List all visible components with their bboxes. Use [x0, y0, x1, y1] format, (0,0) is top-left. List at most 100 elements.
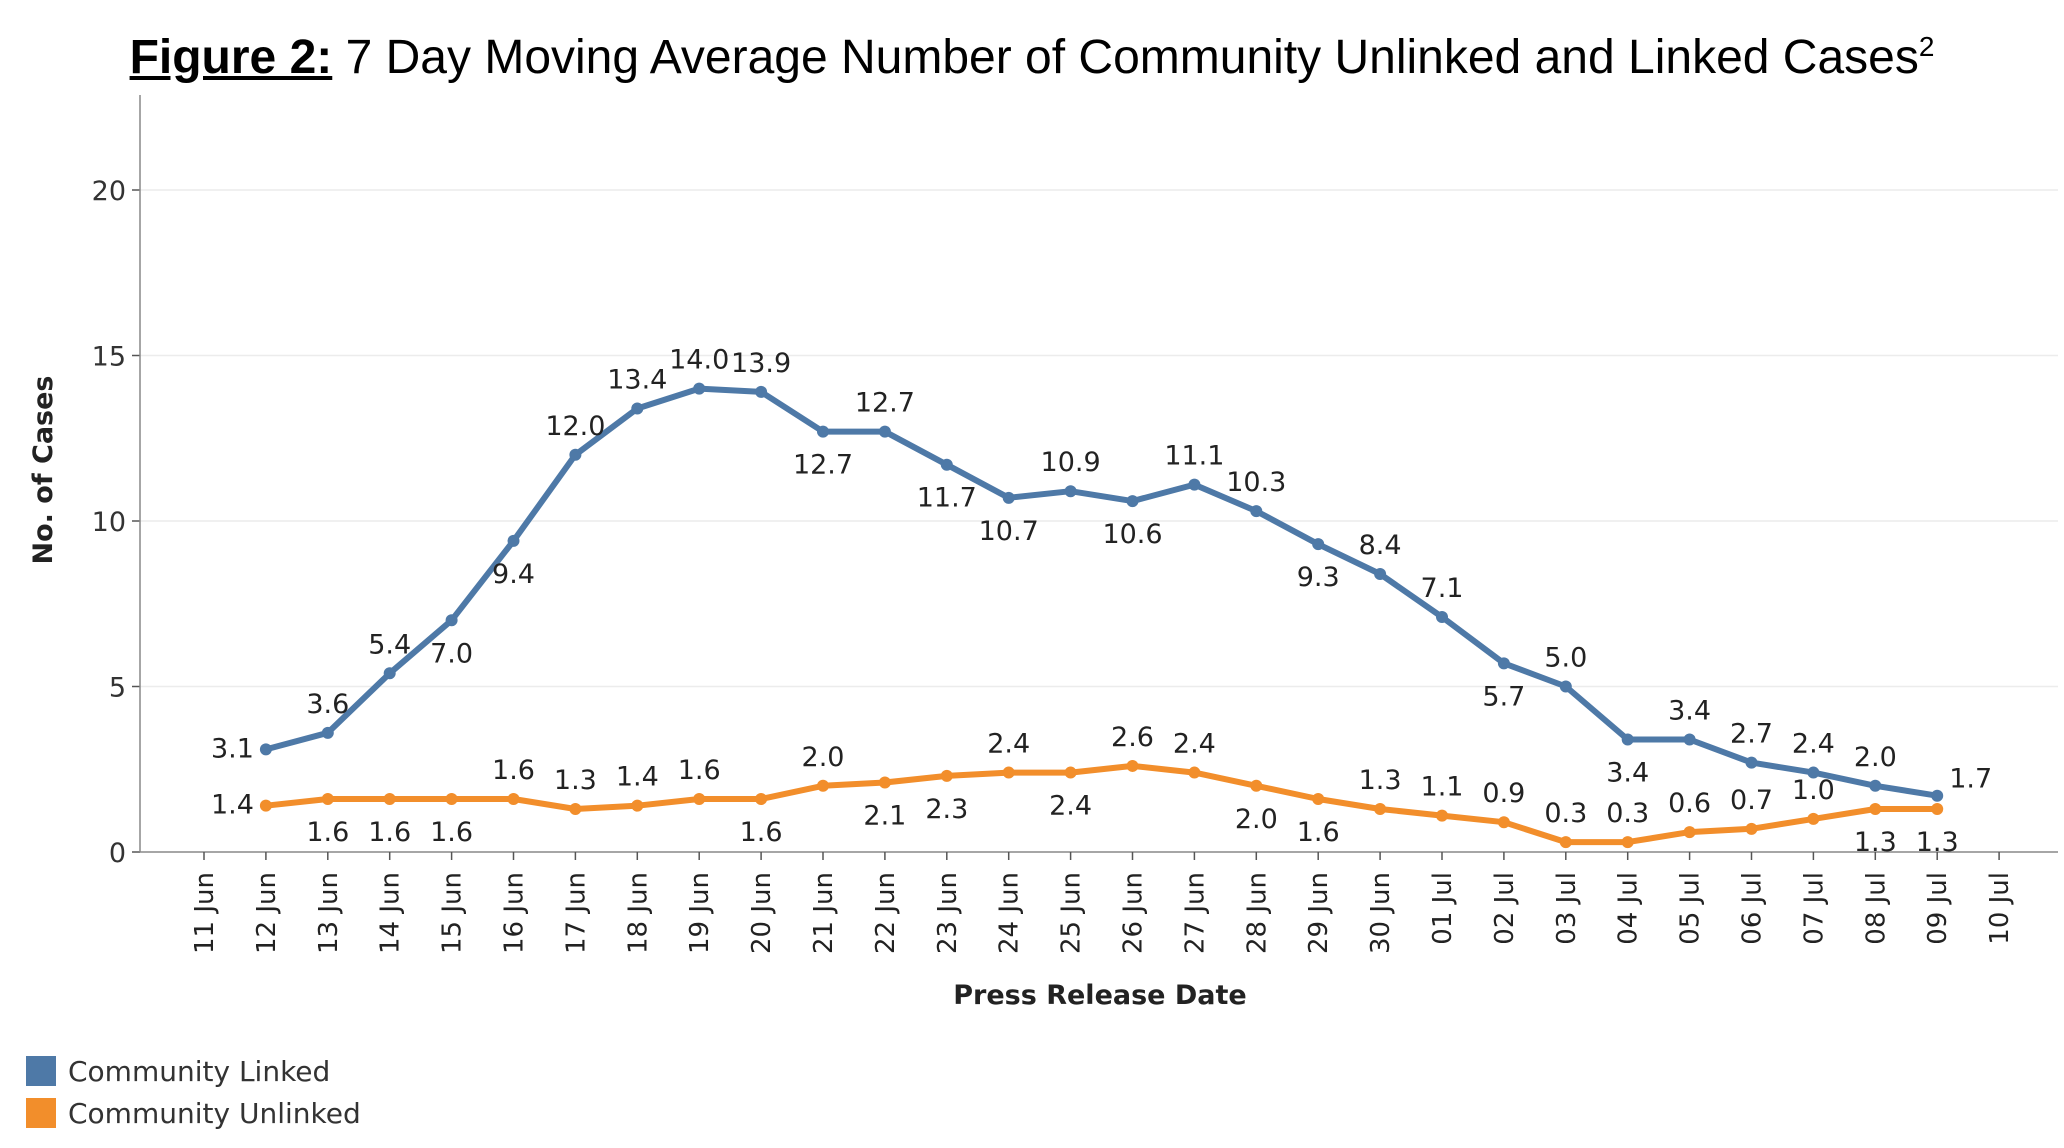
data-point: [383, 667, 396, 680]
data-point: [1374, 802, 1387, 815]
data-point: [1312, 793, 1325, 806]
gridlines: [140, 189, 2058, 688]
series-line-0: [262, 385, 1941, 799]
x-tick-label: 20 Jun: [747, 872, 777, 954]
data-label: 1.3: [1359, 765, 1402, 796]
legend-item-unlinked: Community Unlinked: [26, 1092, 361, 1134]
data-label: 1.4: [616, 762, 659, 793]
data-point: [1621, 733, 1634, 746]
x-tick-label: 23 Jun: [933, 872, 963, 954]
data-point: [507, 793, 520, 806]
x-tick-label: 22 Jun: [871, 872, 901, 954]
legend-label-linked: Community Linked: [68, 1054, 331, 1088]
y-tick-label: 5: [109, 673, 126, 704]
title-superscript: 2: [1918, 31, 1935, 62]
data-point: [445, 614, 458, 627]
data-label: 1.3: [1916, 827, 1959, 858]
data-point: [755, 385, 768, 398]
data-label: 10.3: [1226, 467, 1286, 498]
x-tick-label: 29 Jun: [1304, 872, 1334, 954]
data-label: 2.1: [863, 800, 906, 831]
x-tick-label: 09 Jul: [1923, 872, 1953, 945]
series-line-1: [262, 762, 1941, 846]
data-label: 2.0: [802, 742, 845, 773]
data-point: [1436, 809, 1448, 822]
data-label: 1.4: [211, 790, 254, 821]
data-label: 2.3: [925, 794, 968, 825]
data-label: 10.6: [1102, 519, 1162, 550]
data-point: [1621, 836, 1634, 849]
data-point: [1683, 733, 1696, 746]
data-label: 13.4: [607, 364, 667, 395]
data-label: 7.1: [1421, 573, 1464, 604]
data-point: [1497, 657, 1510, 670]
data-label: 1.6: [306, 817, 349, 848]
data-label: 2.0: [1235, 804, 1278, 835]
x-axis-title: Press Release Date: [953, 980, 1246, 1011]
x-tick-label: 17 Jun: [561, 872, 591, 954]
legend-label-unlinked: Community Unlinked: [68, 1096, 361, 1130]
data-point: [1869, 802, 1882, 815]
legend: Community Linked Community Unlinked: [26, 1050, 361, 1134]
x-tick-label: 15 Jun: [438, 872, 468, 954]
data-label: 11.1: [1164, 441, 1224, 472]
x-tick-label: 13 Jun: [314, 872, 344, 954]
data-point: [1559, 836, 1572, 849]
data-point: [1126, 495, 1139, 508]
data-label: 0.9: [1482, 778, 1525, 809]
x-tick-label: 10 Jul: [1985, 872, 2015, 945]
data-label: 2.6: [1111, 722, 1154, 753]
data-label: 1.7: [1949, 764, 1992, 795]
data-point: [878, 776, 891, 789]
data-label: 12.0: [545, 411, 605, 442]
x-tick-label: 25 Jun: [1057, 872, 1087, 954]
data-label: 5.0: [1544, 643, 1587, 674]
data-point: [321, 726, 334, 739]
data-point: [817, 779, 829, 792]
y-tick-label: 20: [92, 176, 126, 207]
x-tick-label: 16 Jun: [500, 872, 530, 954]
data-label: 2.7: [1730, 719, 1773, 750]
data-point: [755, 793, 768, 806]
y-tick-label: 15: [92, 342, 126, 373]
data-label: 2.4: [987, 729, 1030, 760]
data-label: 10.9: [1041, 447, 1101, 478]
data-point: [1807, 766, 1820, 779]
data-label: 1.6: [678, 755, 721, 786]
data-point: [878, 425, 891, 438]
data-point: [631, 799, 644, 812]
data-point: [693, 793, 706, 806]
data-label: 2.4: [1792, 729, 1835, 760]
data-point: [1869, 779, 1882, 792]
data-labels: 3.1 3.6 5.4 7.0 9.4 12.013.414.0 13.9 12.712.7 1…: [211, 345, 1992, 858]
data-label: 1.6: [1297, 817, 1340, 848]
x-tick-label: 18 Jun: [623, 872, 653, 954]
legend-item-linked: Community Linked: [26, 1050, 361, 1092]
x-tick-label: 06 Jul: [1738, 872, 1768, 945]
x-tick-label: 21 Jun: [809, 872, 839, 954]
x-tick-label: 28 Jun: [1242, 872, 1272, 954]
data-point: [1683, 826, 1696, 839]
legend-swatch-linked: [26, 1056, 56, 1086]
data-point: [1497, 816, 1510, 829]
x-tick-label: 02 Jul: [1490, 872, 1520, 945]
data-label: 9.4: [492, 559, 535, 590]
x-tick-label: 26 Jun: [1119, 872, 1149, 954]
y-tick-label: 0: [109, 838, 126, 869]
data-label: 0.6: [1668, 788, 1711, 819]
data-point: [1064, 485, 1077, 498]
data-point: [631, 402, 644, 415]
x-tick-label: 30 Jun: [1366, 872, 1396, 954]
data-point: [1250, 779, 1263, 792]
data-point: [1312, 538, 1325, 551]
x-tick-label: 12 Jun: [252, 872, 282, 954]
legend-swatch-unlinked: [26, 1098, 56, 1128]
y-axis-title: No. of Cases: [28, 376, 59, 565]
data-label: 1.6: [430, 817, 473, 848]
figure-number: Figure 2:: [129, 31, 333, 84]
x-tick-label: 11 Jun: [190, 872, 220, 954]
data-point: [383, 793, 396, 806]
x-tick-label: 03 Jul: [1552, 872, 1582, 945]
data-label: 10.7: [979, 516, 1039, 547]
x-tick-label: 07 Jul: [1799, 872, 1829, 945]
